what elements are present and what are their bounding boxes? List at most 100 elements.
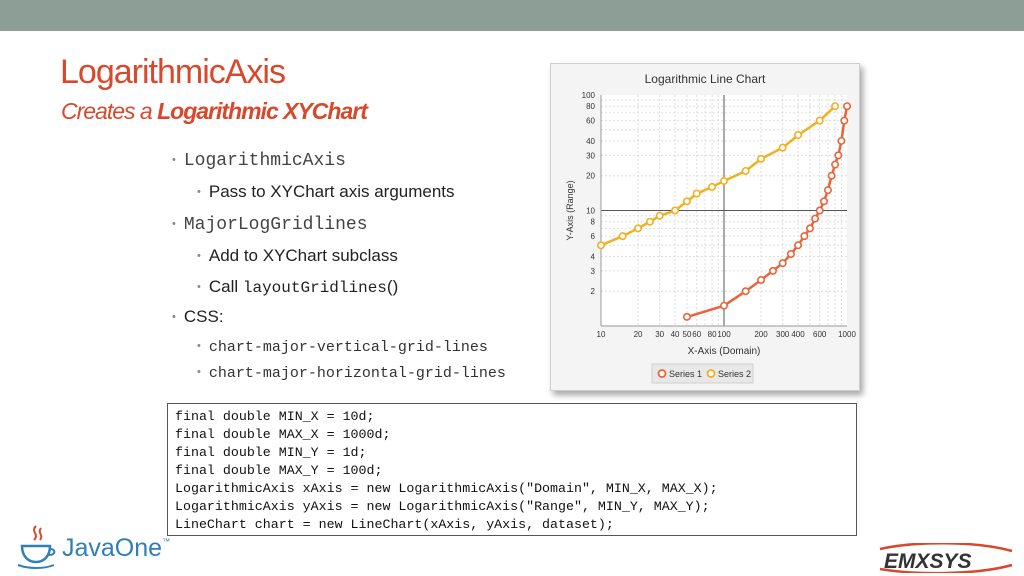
javaone-logo: JavaOne™ bbox=[62, 534, 170, 563]
series-1-point bbox=[768, 266, 777, 275]
bullet-major-log-gridlines: • MajorLogGridlines bbox=[172, 215, 368, 235]
subtitle-bold: Logarithmic XYChart bbox=[157, 98, 368, 124]
series-2-point bbox=[634, 224, 643, 233]
series-2-point bbox=[757, 154, 766, 163]
series-2-point bbox=[741, 166, 750, 175]
bullet-add-to-subclass: • Add to XYChart subclass bbox=[197, 246, 398, 265]
series-2-point bbox=[618, 232, 627, 241]
x-tick-label: 20 bbox=[634, 330, 643, 339]
series-1-point bbox=[823, 186, 832, 195]
chart-panel: 10 20 30 40 50 60 80 100 200 300 400 600 1000 2 3 4 6 8 10… bbox=[550, 63, 860, 391]
bullet-text: CSS: bbox=[183, 307, 224, 326]
legend-label-series-2: Series 2 bbox=[718, 369, 751, 379]
series-2-point bbox=[708, 182, 717, 191]
y-tick-label: 2 bbox=[591, 287, 596, 296]
x-tick-label: 80 bbox=[708, 330, 717, 339]
code-line: final double MIN_X = 10d; bbox=[175, 409, 375, 424]
bullet-text-prefix: Call bbox=[208, 277, 243, 296]
series-2-point bbox=[596, 241, 605, 250]
legend-marker-series-2 bbox=[706, 369, 716, 378]
trademark-mark: ™ bbox=[162, 537, 171, 546]
y-tick-label: 3 bbox=[591, 267, 596, 276]
series-2-point bbox=[794, 131, 803, 140]
emxsys-logo: EMXSYS bbox=[879, 543, 1013, 573]
code-line: LineChart chart = new LineChart(xAxis, y… bbox=[175, 517, 614, 532]
series-1-point bbox=[815, 206, 824, 215]
series-1-point bbox=[834, 151, 843, 160]
y-tick-label: 10 bbox=[586, 207, 595, 216]
x-tick-label: 300 bbox=[776, 330, 790, 339]
y-tick-label: 80 bbox=[586, 102, 595, 111]
series-1-point bbox=[800, 232, 809, 241]
bullet-code: chart-major-horizontal-grid-lines bbox=[208, 365, 506, 382]
series-1-point bbox=[811, 214, 820, 223]
x-tick-label: 600 bbox=[813, 330, 827, 339]
x-tick-label: 200 bbox=[754, 330, 768, 339]
series-2-point bbox=[655, 211, 664, 220]
x-tick-label: 400 bbox=[791, 330, 805, 339]
code-line: LogarithmicAxis xAxis = new LogarithmicA… bbox=[175, 481, 718, 496]
series-2-point bbox=[645, 217, 654, 226]
y-axis-label: Y-Axis (Range) bbox=[565, 180, 575, 240]
legend-label-series-1: Series 1 bbox=[669, 369, 702, 379]
series-1-point bbox=[840, 116, 849, 125]
series-2-point bbox=[815, 116, 824, 125]
series-1-point bbox=[682, 312, 691, 321]
y-tick-label: 20 bbox=[586, 172, 595, 181]
series-1-point bbox=[842, 102, 851, 111]
code-line: final double MIN_Y = 1d; bbox=[175, 445, 367, 460]
bullet-text-suffix: () bbox=[386, 277, 399, 296]
code-line: final double MAX_Y = 100d; bbox=[175, 463, 383, 478]
x-tick-label: 10 bbox=[597, 330, 606, 339]
javaone-logo-text: JavaOne bbox=[62, 534, 163, 562]
series-2-point bbox=[720, 177, 729, 186]
legend-marker-series-1 bbox=[657, 369, 667, 378]
bullet-css-vertical: • chart-major-vertical-grid-lines bbox=[197, 339, 488, 356]
series-1-point bbox=[831, 160, 840, 169]
series-1-point bbox=[757, 276, 766, 285]
x-tick-label: 30 bbox=[655, 330, 664, 339]
series-1-point bbox=[720, 301, 729, 310]
bullet-text: Pass to XYChart axis arguments bbox=[208, 182, 455, 201]
bullet-css-horizontal: • chart-major-horizontal-grid-lines bbox=[197, 365, 506, 382]
x-tick-label: 40 bbox=[671, 330, 680, 339]
series-1-point bbox=[794, 241, 803, 250]
series-1-point bbox=[837, 136, 846, 145]
bullet-text: MajorLogGridlines bbox=[183, 215, 368, 235]
y-tick-label: 8 bbox=[591, 218, 596, 227]
log-line-chart: 10 20 30 40 50 60 80 100 200 300 400 600 10002346810… bbox=[565, 72, 856, 384]
y-tick-label: 4 bbox=[591, 252, 596, 261]
legend-box bbox=[651, 363, 754, 384]
series-2-point bbox=[682, 197, 691, 206]
code-block: final double MIN_X = 10d; final double M… bbox=[167, 403, 857, 536]
x-tick-label: 60 bbox=[692, 330, 701, 339]
bullet-code: layoutGridlines bbox=[242, 279, 387, 297]
subtitle-prefix: Creates a bbox=[61, 98, 158, 124]
emxsys-logo-text: EMXSYS bbox=[884, 550, 972, 573]
x-tick-label: 100 bbox=[717, 330, 731, 339]
x-axis-label: X-Axis (Domain) bbox=[688, 346, 761, 357]
bullet-text: Add to XYChart subclass bbox=[208, 246, 398, 265]
chart-title: Logarithmic Line Chart bbox=[645, 72, 766, 86]
series-2-point bbox=[778, 143, 787, 152]
series-1-point bbox=[819, 197, 828, 206]
series-2-point bbox=[692, 189, 701, 198]
bullet-code: chart-major-vertical-grid-lines bbox=[208, 339, 488, 356]
series-1-point bbox=[827, 171, 836, 180]
series-2-line bbox=[600, 105, 836, 247]
y-tick-label: 6 bbox=[591, 232, 596, 241]
slide-header-bar bbox=[0, 0, 1024, 31]
y-tick-label: 40 bbox=[586, 137, 595, 146]
y-tick-label: 60 bbox=[586, 117, 595, 126]
series-2-point bbox=[671, 206, 680, 215]
bullet-logarithmic-axis: • LogarithmicAxis bbox=[172, 151, 346, 171]
x-tick-label: 1000 bbox=[838, 330, 856, 339]
x-tick-label: 50 bbox=[683, 330, 692, 339]
bullet-text: LogarithmicAxis bbox=[183, 151, 346, 171]
slide-subtitle: Creates a Logarithmic XYChart bbox=[61, 97, 368, 125]
bullet-call-layout-gridlines: • Call layoutGridlines() bbox=[197, 277, 399, 297]
series-1-point bbox=[778, 259, 787, 268]
series-2-point bbox=[831, 102, 840, 111]
bullet-pass-to-xychart: • Pass to XYChart axis arguments bbox=[197, 182, 455, 201]
y-tick-label: 30 bbox=[586, 151, 595, 160]
